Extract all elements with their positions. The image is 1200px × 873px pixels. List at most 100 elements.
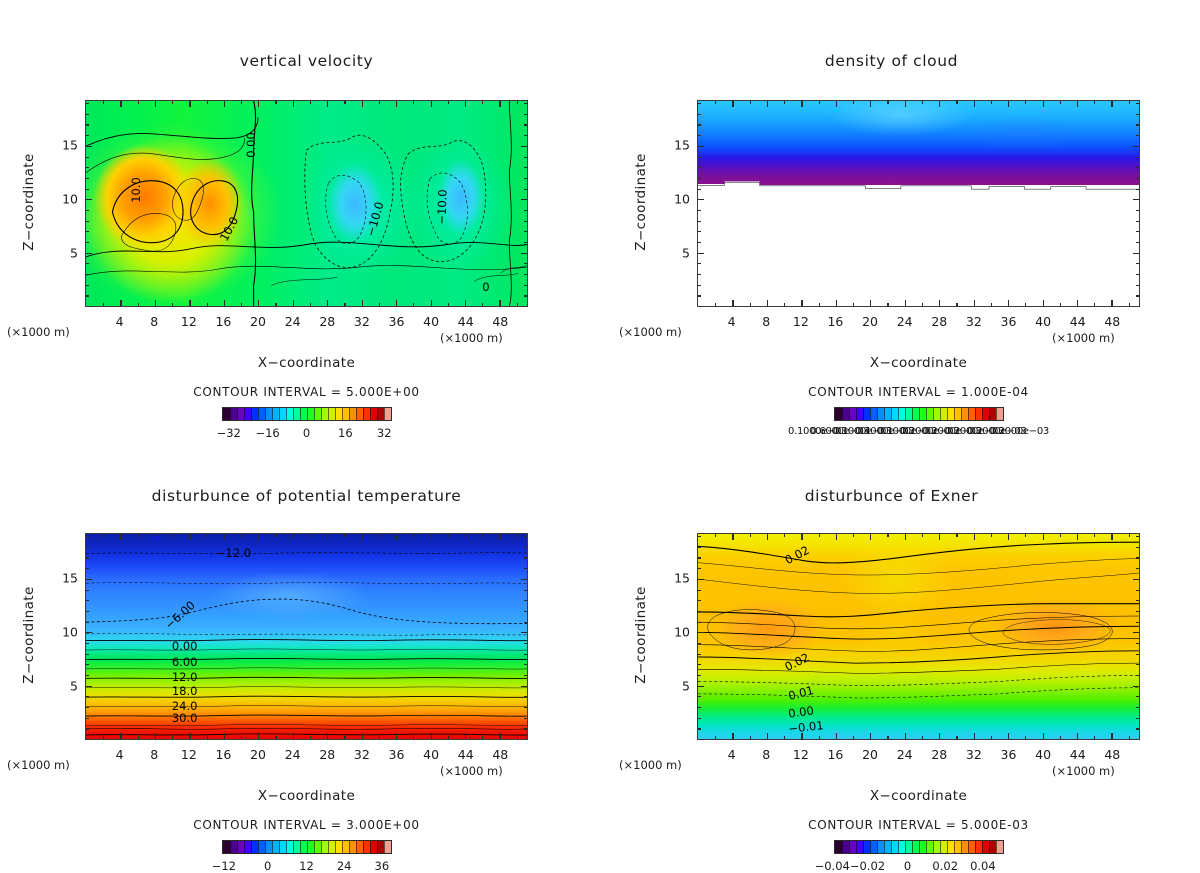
colorbar-divider xyxy=(975,408,976,420)
x-unit-label-left: (×1000 m) xyxy=(619,325,682,339)
x-tick-minor xyxy=(1059,534,1061,538)
x-tick-minor xyxy=(1094,534,1096,538)
x-tick-minor xyxy=(447,534,449,538)
x-tick-label: 24 xyxy=(284,747,301,762)
y-tick-minor xyxy=(1135,728,1139,730)
y-tick-minor xyxy=(698,653,702,655)
colorbar-divider xyxy=(363,841,364,853)
y-tick-minor xyxy=(698,188,702,190)
colorbar-segment xyxy=(947,408,954,420)
plot-area[interactable] xyxy=(85,533,528,740)
colorbar-divider xyxy=(279,408,280,420)
colorbar-tick-label: 0 xyxy=(263,859,272,873)
colorbar-divider xyxy=(328,408,329,420)
x-tick-minor xyxy=(784,101,786,105)
x-tick-label: 32 xyxy=(353,314,370,329)
y-tick-minor xyxy=(523,696,527,698)
x-tick-minor xyxy=(749,101,751,105)
colorbar[interactable] xyxy=(222,407,392,421)
colorbar-divider xyxy=(905,841,906,853)
y-tick-minor xyxy=(698,546,702,548)
x-tick-major xyxy=(870,101,872,107)
colorbar-divider xyxy=(947,408,948,420)
colorbar-segment xyxy=(989,408,996,420)
y-tick-minor xyxy=(1135,674,1139,677)
colorbar-segment xyxy=(293,841,300,853)
x-tick-minor xyxy=(309,101,312,105)
colorbar-tick-label: 0 xyxy=(903,859,912,873)
colorbar-segment xyxy=(300,841,307,853)
colorbar-segment xyxy=(996,841,1003,853)
colorbar-segment xyxy=(891,408,898,420)
x-tick-label: 36 xyxy=(1000,314,1017,329)
y-tick-minor xyxy=(1135,696,1139,698)
x-tick-major xyxy=(258,534,260,540)
colorbar-segment xyxy=(961,408,968,420)
colorbar-segment xyxy=(989,841,996,853)
colorbar-segment xyxy=(237,408,244,420)
y-tick-major xyxy=(521,685,527,687)
colorbar-segment xyxy=(279,408,286,420)
colorbar-segment xyxy=(349,841,356,853)
y-tick-minor xyxy=(86,209,90,212)
plot-area[interactable] xyxy=(85,100,528,307)
colorbar-segment xyxy=(842,841,849,853)
data-field xyxy=(86,101,527,306)
colorbar-segment xyxy=(961,841,968,853)
x-tick-minor xyxy=(137,302,139,306)
y-tick-minor xyxy=(523,156,527,158)
y-tick-minor xyxy=(1135,273,1139,276)
x-tick-label: 48 xyxy=(492,747,509,762)
colorbar-segment xyxy=(877,841,884,853)
y-tick-minor xyxy=(698,295,702,297)
colorbar-segment xyxy=(919,408,926,420)
x-tick-minor xyxy=(413,534,415,538)
colorbar-divider xyxy=(884,841,885,853)
y-tick-minor xyxy=(86,664,90,666)
x-tick-label: 12 xyxy=(792,314,809,329)
x-tick-label: 32 xyxy=(965,747,982,762)
y-tick-major xyxy=(698,685,704,687)
y-tick-minor xyxy=(698,103,702,105)
colorbar[interactable] xyxy=(834,407,1004,421)
y-tick-minor xyxy=(1135,113,1139,115)
colorbar-segment xyxy=(279,841,286,853)
plot-area[interactable] xyxy=(697,100,1140,307)
x-tick-label: 28 xyxy=(931,314,948,329)
x-tick-major xyxy=(154,101,157,107)
x-tick-major xyxy=(1111,733,1113,739)
x-tick-minor xyxy=(921,735,924,739)
y-tick-minor xyxy=(1135,124,1139,126)
colorbar-segment xyxy=(975,408,982,420)
x-tick-label: 4 xyxy=(727,314,736,329)
colorbar-segment xyxy=(870,408,877,420)
y-tick-minor xyxy=(698,209,702,212)
colorbar-segment xyxy=(884,408,891,420)
y-tick-minor xyxy=(1135,706,1139,709)
x-tick-major xyxy=(396,300,398,306)
y-tick-minor xyxy=(523,124,527,126)
colorbar-tick-label: −32 xyxy=(216,426,241,440)
x-tick-major xyxy=(801,101,803,107)
colorbar-divider xyxy=(863,408,864,420)
colorbar-divider xyxy=(286,408,287,420)
plot-area[interactable] xyxy=(697,533,1140,740)
y-tick-minor xyxy=(86,295,90,297)
colorbar-tick-label: 0.2000e−03 xyxy=(989,426,1050,437)
data-field xyxy=(698,101,1139,306)
colorbar-divider xyxy=(856,841,857,853)
colorbar-segment xyxy=(384,841,391,853)
colorbar-segment xyxy=(272,841,279,853)
y-tick-minor xyxy=(523,621,527,623)
colorbar-segment xyxy=(286,408,293,420)
panel-title: vertical velocity xyxy=(239,52,374,70)
colorbar-divider xyxy=(912,408,913,420)
x-tick-minor xyxy=(206,534,208,538)
theta-wave-texture xyxy=(86,534,527,739)
colorbar[interactable] xyxy=(222,840,392,854)
y-tick-minor xyxy=(86,642,90,645)
colorbar[interactable] xyxy=(834,840,1004,854)
x-tick-label: 44 xyxy=(1069,747,1086,762)
colorbar-segment xyxy=(912,408,919,420)
x-tick-minor xyxy=(749,534,751,538)
